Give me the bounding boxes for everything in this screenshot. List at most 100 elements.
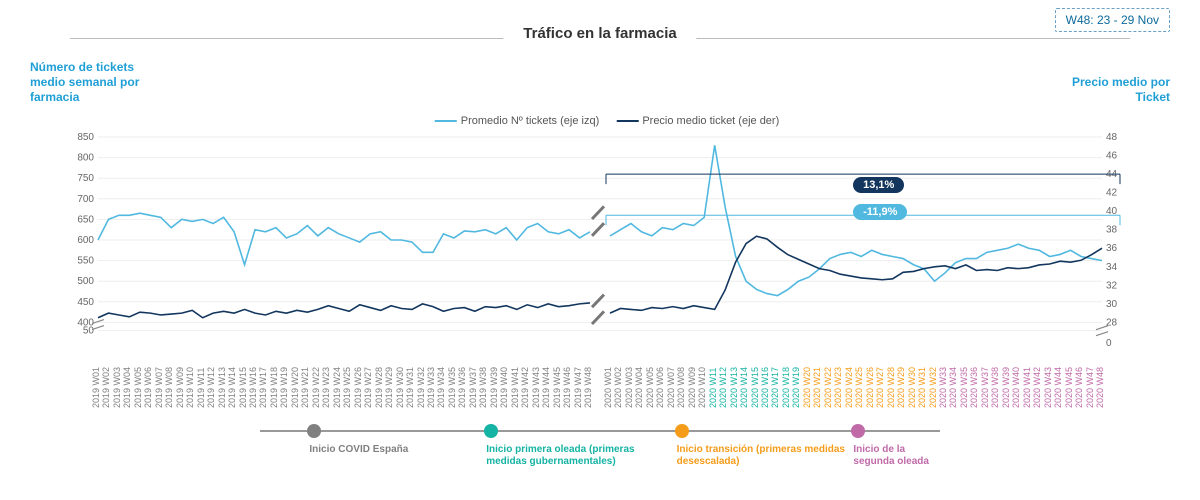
svg-text:32: 32 [1106, 280, 1118, 291]
x-tick-label: 2019 W14 [227, 367, 237, 408]
x-tick-label: 2019 W42 [520, 367, 530, 408]
x-tick-label: 2020 W05 [645, 367, 655, 408]
x-tick-label: 2019 W01 [91, 367, 101, 408]
x-tick-label: 2019 W38 [478, 367, 488, 408]
x-tick-label: 2019 W03 [112, 367, 122, 408]
svg-text:28: 28 [1106, 317, 1118, 328]
svg-text:30: 30 [1106, 299, 1118, 310]
x-tick-label: 2019 W18 [269, 367, 279, 408]
svg-text:400: 400 [77, 317, 94, 328]
x-tick-label: 2019 W13 [217, 367, 227, 408]
x-tick-label: 2019 W11 [196, 368, 206, 408]
x-tick-label: 2019 W36 [457, 367, 467, 408]
x-tick-label: 2019 W25 [342, 367, 352, 408]
x-tick-label: 2020 W30 [907, 367, 917, 408]
x-tick-label: 2020 W24 [844, 367, 854, 408]
x-tick-label: 2020 W23 [833, 367, 843, 408]
x-tick-label: 2020 W39 [1001, 367, 1011, 408]
x-tick-label: 2019 W12 [206, 367, 216, 408]
x-tick-label: 2019 W37 [468, 367, 478, 408]
svg-text:550: 550 [77, 256, 94, 267]
x-tick-label: 2020 W01 [603, 367, 613, 408]
x-tick-label: 2019 W20 [290, 367, 300, 408]
x-tick-label: 2020 W08 [676, 367, 686, 408]
x-tick-label: 2019 W46 [562, 367, 572, 408]
x-tick-label: 2019 W26 [353, 367, 363, 408]
chart-callout: 13,1% [853, 177, 904, 193]
x-tick-label: 2019 W19 [279, 367, 289, 408]
x-tick-label: 2019 W44 [541, 367, 551, 408]
x-tick-label: 2020 W32 [928, 367, 938, 408]
x-tick-label: 2019 W24 [332, 367, 342, 408]
x-tick-label: 2019 W10 [185, 367, 195, 408]
x-tick-label: 2020 W20 [802, 367, 812, 408]
x-tick-label: 2019 W40 [499, 367, 509, 408]
x-tick-label: 2019 W28 [374, 367, 384, 408]
svg-text:38: 38 [1106, 225, 1118, 236]
legend-label-2: Precio medio ticket (eje der) [642, 115, 779, 127]
timeline-node [675, 424, 689, 438]
svg-text:42: 42 [1106, 188, 1118, 199]
x-tick-label: 2019 W35 [447, 367, 457, 408]
timeline-node [307, 424, 321, 438]
x-tick-label: 2020 W35 [959, 367, 969, 408]
x-tick-label: 2020 W07 [666, 367, 676, 408]
svg-text:800: 800 [77, 153, 94, 164]
timeline-node [484, 424, 498, 438]
x-tick-label: 2019 W16 [248, 367, 258, 408]
x-tick-label: 2020 W27 [875, 367, 885, 408]
x-tick-label: 2019 W27 [363, 367, 373, 408]
x-tick-label: 2020 W44 [1053, 367, 1063, 408]
chart-callout: -11,9% [853, 204, 907, 220]
chart-plot-area: 5040045050055060065070075080085002830323… [70, 135, 1130, 345]
legend-swatch-2 [616, 120, 638, 122]
x-tick-label: 2020 W18 [781, 367, 791, 408]
svg-text:650: 650 [77, 214, 94, 225]
x-tick-label: 2019 W04 [122, 367, 132, 408]
x-tick-label: 2020 W43 [1043, 367, 1053, 408]
x-tick-label: 2019 W39 [489, 367, 499, 408]
x-tick-label: 2019 W22 [311, 367, 321, 408]
legend: Promedio Nº tickets (eje izq) Precio med… [421, 115, 780, 127]
chart-svg: 5040045050055060065070075080085002830323… [70, 135, 1130, 345]
x-tick-label: 2020 W06 [655, 367, 665, 408]
svg-text:44: 44 [1106, 169, 1118, 180]
legend-swatch-1 [435, 120, 457, 122]
x-tick-label: 2020 W10 [697, 367, 707, 408]
x-tick-label: 2019 W09 [175, 367, 185, 408]
x-tick-label: 2020 W13 [729, 367, 739, 408]
x-tick-label: 2019 W29 [384, 367, 394, 408]
x-tick-label: 2019 W30 [395, 367, 405, 408]
x-tick-label: 2020 W16 [760, 367, 770, 408]
x-tick-label: 2020 W45 [1064, 367, 1074, 408]
svg-text:46: 46 [1106, 151, 1118, 162]
x-tick-label: 2019 W06 [143, 367, 153, 408]
x-tick-label: 2019 W45 [552, 367, 562, 408]
x-tick-label: 2019 W48 [583, 367, 593, 408]
x-tick-label: 2020 W48 [1095, 367, 1105, 408]
x-tick-label: 2020 W40 [1011, 367, 1021, 408]
x-tick-label: 2020 W34 [948, 367, 958, 408]
x-tick-label: 2019 W15 [238, 367, 248, 408]
x-tick-label: 2020 W19 [791, 367, 801, 408]
chart-container: W48: 23 - 29 Nov Tráfico en la farmacia … [0, 0, 1200, 500]
x-tick-label: 2020 W28 [886, 367, 896, 408]
x-tick-label: 2019 W21 [300, 367, 310, 408]
x-tick-label: 2020 W03 [624, 367, 634, 408]
svg-text:34: 34 [1106, 262, 1118, 273]
x-tick-label: 2019 W17 [258, 367, 268, 408]
timeline-label: Inicio de la segunda oleada [853, 444, 935, 467]
x-tick-label: 2020 W31 [917, 367, 927, 408]
x-tick-label: 2020 W02 [613, 367, 623, 408]
x-tick-label: 2020 W33 [938, 367, 948, 408]
x-tick-label: 2020 W47 [1085, 367, 1095, 408]
x-tick-label: 2019 W43 [531, 367, 541, 408]
x-tick-label: 2019 W41 [510, 367, 520, 408]
event-timeline: Inicio COVID EspañaInicio primera oleada… [260, 422, 940, 477]
x-tick-label: 2020 W42 [1032, 367, 1042, 408]
svg-text:750: 750 [77, 173, 94, 184]
x-tick-label: 2020 W14 [739, 367, 749, 408]
x-tick-label: 2019 W05 [133, 367, 143, 408]
chart-title: Tráfico en la farmacia [503, 25, 696, 42]
x-tick-label: 2020 W15 [750, 367, 760, 408]
